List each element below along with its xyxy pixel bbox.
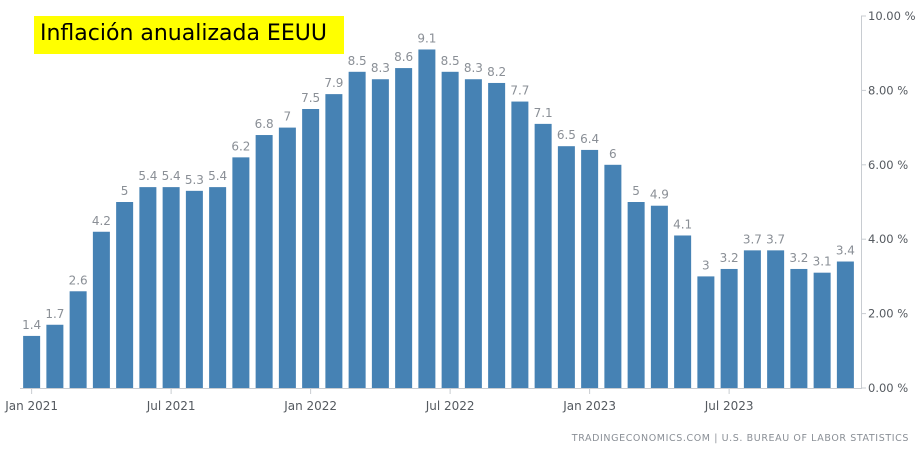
data-label-0: 1.4 bbox=[22, 318, 41, 332]
data-label-11: 7 bbox=[284, 110, 292, 124]
bar-27 bbox=[650, 205, 668, 388]
data-label-4: 5 bbox=[121, 184, 129, 198]
data-label-33: 3.2 bbox=[789, 251, 808, 265]
data-label-14: 8.5 bbox=[348, 54, 367, 68]
data-label-18: 8.5 bbox=[441, 54, 460, 68]
bar-1 bbox=[46, 324, 64, 388]
x-tick-label-4: Jan 2023 bbox=[562, 399, 616, 413]
bar-16 bbox=[395, 68, 413, 388]
data-label-19: 8.3 bbox=[464, 61, 483, 75]
y-tick-label-2: 4.00 % bbox=[868, 232, 908, 246]
data-label-15: 8.3 bbox=[371, 61, 390, 75]
bar-22 bbox=[534, 123, 552, 388]
data-label-34: 3.1 bbox=[813, 255, 832, 269]
y-tick-label-3: 6.00 % bbox=[868, 158, 908, 172]
data-label-8: 5.4 bbox=[208, 169, 227, 183]
bar-11 bbox=[278, 127, 296, 388]
bar-21 bbox=[511, 101, 529, 388]
chart-title: Inflación anualizada EEUU bbox=[40, 21, 327, 46]
bar-33 bbox=[790, 268, 808, 388]
data-label-21: 7.7 bbox=[510, 84, 529, 98]
bar-3 bbox=[92, 231, 110, 388]
bar-17 bbox=[418, 49, 436, 388]
data-label-2: 2.6 bbox=[69, 273, 88, 287]
data-label-20: 8.2 bbox=[487, 65, 506, 79]
data-label-25: 6 bbox=[609, 147, 617, 161]
y-tick-label-0: 0.00 % bbox=[868, 381, 908, 395]
bar-20 bbox=[488, 82, 506, 389]
data-label-30: 3.2 bbox=[720, 251, 739, 265]
bar-24 bbox=[581, 149, 599, 388]
data-label-23: 6.5 bbox=[557, 128, 576, 142]
bar-25 bbox=[604, 164, 622, 388]
bar-18 bbox=[441, 71, 459, 389]
bar-31 bbox=[743, 250, 761, 388]
data-label-10: 6.8 bbox=[255, 117, 274, 131]
y-tick-label-4: 8.00 % bbox=[868, 83, 908, 97]
bar-14 bbox=[348, 71, 366, 389]
data-label-16: 8.6 bbox=[394, 50, 413, 64]
bar-9 bbox=[232, 157, 250, 388]
bar-34 bbox=[813, 272, 831, 388]
bar-12 bbox=[302, 109, 320, 388]
data-label-9: 6.2 bbox=[231, 139, 250, 153]
bar-13 bbox=[325, 94, 343, 389]
data-label-32: 3.7 bbox=[766, 232, 785, 246]
data-label-31: 3.7 bbox=[743, 232, 762, 246]
data-label-3: 4.2 bbox=[92, 214, 111, 228]
x-tick-label-3: Jul 2022 bbox=[425, 399, 475, 413]
x-tick-label-5: Jul 2023 bbox=[704, 399, 754, 413]
title-highlight bbox=[34, 16, 344, 54]
bar-2 bbox=[69, 291, 87, 388]
data-label-27: 4.9 bbox=[650, 188, 669, 202]
data-label-26: 5 bbox=[632, 184, 640, 198]
bar-15 bbox=[371, 79, 389, 389]
data-label-1: 1.7 bbox=[45, 307, 64, 321]
bar-35 bbox=[836, 261, 854, 388]
data-label-13: 7.9 bbox=[324, 76, 343, 90]
bar-7 bbox=[185, 190, 203, 388]
bar-19 bbox=[464, 79, 482, 389]
bar-4 bbox=[116, 202, 134, 388]
data-label-6: 5.4 bbox=[162, 169, 181, 183]
bar-29 bbox=[697, 276, 715, 388]
data-label-24: 6.4 bbox=[580, 132, 599, 146]
bar-23 bbox=[557, 146, 575, 388]
bar-5 bbox=[139, 187, 157, 388]
bar-32 bbox=[767, 250, 785, 388]
bar-6 bbox=[162, 187, 180, 388]
data-label-35: 3.4 bbox=[836, 244, 855, 258]
bar-30 bbox=[720, 268, 738, 388]
data-label-29: 3 bbox=[702, 258, 710, 272]
data-label-22: 7.1 bbox=[534, 106, 553, 120]
x-tick-label-1: Jul 2021 bbox=[146, 399, 196, 413]
data-label-5: 5.4 bbox=[138, 169, 157, 183]
y-tick-label-1: 2.00 % bbox=[868, 307, 908, 321]
x-tick-label-0: Jan 2021 bbox=[4, 399, 58, 413]
data-label-17: 9.1 bbox=[417, 31, 436, 45]
bar-8 bbox=[209, 187, 227, 388]
x-tick-label-2: Jan 2022 bbox=[283, 399, 337, 413]
bar-28 bbox=[674, 235, 692, 388]
bar-10 bbox=[255, 135, 273, 388]
data-label-12: 7.5 bbox=[301, 91, 320, 105]
data-label-28: 4.1 bbox=[673, 217, 692, 231]
bar-26 bbox=[627, 202, 645, 388]
data-label-7: 5.3 bbox=[185, 173, 204, 187]
bar-0 bbox=[23, 335, 41, 388]
source-credit: TRADINGECONOMICS.COM | U.S. BUREAU OF LA… bbox=[571, 433, 909, 444]
y-tick-label-5: 10.00 % bbox=[868, 9, 916, 23]
